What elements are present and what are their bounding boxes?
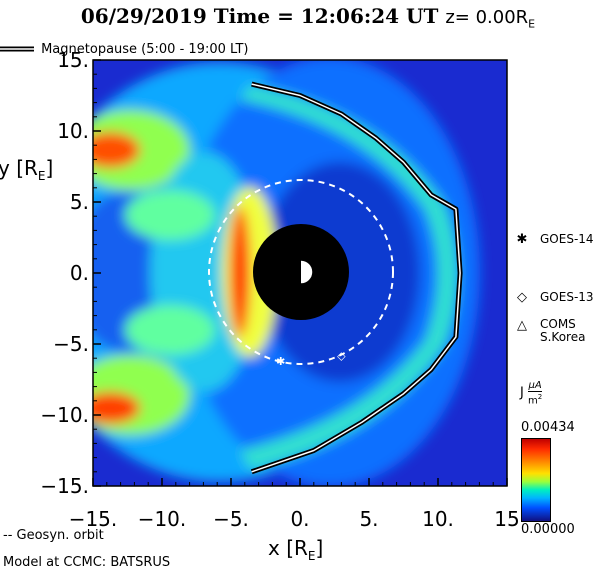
satellite-positions: ✱ ◇ [276,349,346,368]
colorbar-max: 0.00434 [521,420,575,435]
x-tick-label: 5. [359,507,378,531]
magnetopause-legend: Magnetopause (5:00 - 19:00 LT) [0,38,248,57]
y-tick-label: −10. [40,403,89,427]
magnetopause-path [251,83,461,473]
satellite-mark-0: ✱ [276,355,285,368]
y-tick-label: −5. [53,332,89,356]
geosync-orbit [208,179,394,365]
y-axis-label: y [RE] [0,156,54,183]
model-credit: Model at CCMC: BATSRUS [3,555,171,570]
x-tick-label: −5. [213,507,249,531]
triangle-icon: △ [517,318,527,333]
y-tick-label: −15. [40,474,89,498]
x-axis-label: x [RE] [268,536,324,563]
x-tick-label: −15. [69,507,118,531]
axis-ticks: −15. −10. −5. 0. 5. 10. 15 15. 10. 5. 0. −5. −10. −15… [40,48,519,531]
heatmap-field [93,60,507,486]
y-tick-label: 5. [70,190,89,214]
x-tick-label: −10. [138,507,187,531]
sat-legend-coms: △ COMS S.Korea [517,317,586,344]
x-tick-label: 0. [290,507,309,531]
x-tick-label: 15 [494,507,519,531]
geosync-legend: -- Geosyn. orbit [3,528,104,543]
colorbar-title: J μA m2 [520,380,543,407]
x-tick-label: 10. [422,507,454,531]
sat-legend-goes14: ✱ GOES-14 [516,232,594,247]
earth-daynight-icon [288,259,314,285]
sat-legend-goes13: ◇ GOES-13 [517,290,594,305]
satellite-mark-1: ◇ [337,349,346,362]
colorbar-min: 0.00000 [521,522,575,537]
y-tick-label: 15. [57,48,89,72]
diamond-icon: ◇ [517,290,527,305]
plot-title: 06/29/2019 Time = 12:06:24 UT z= 0.00RE [80,4,536,31]
y-tick-label: 10. [57,119,89,143]
magnetopause-legend-swatch [0,46,34,51]
magnetopause-line [250,81,463,475]
asterisk-icon: ✱ [516,232,528,247]
colorbar [521,438,551,522]
z-label: z= 0.00RE [445,7,536,31]
y-tick-label: 0. [70,261,89,285]
